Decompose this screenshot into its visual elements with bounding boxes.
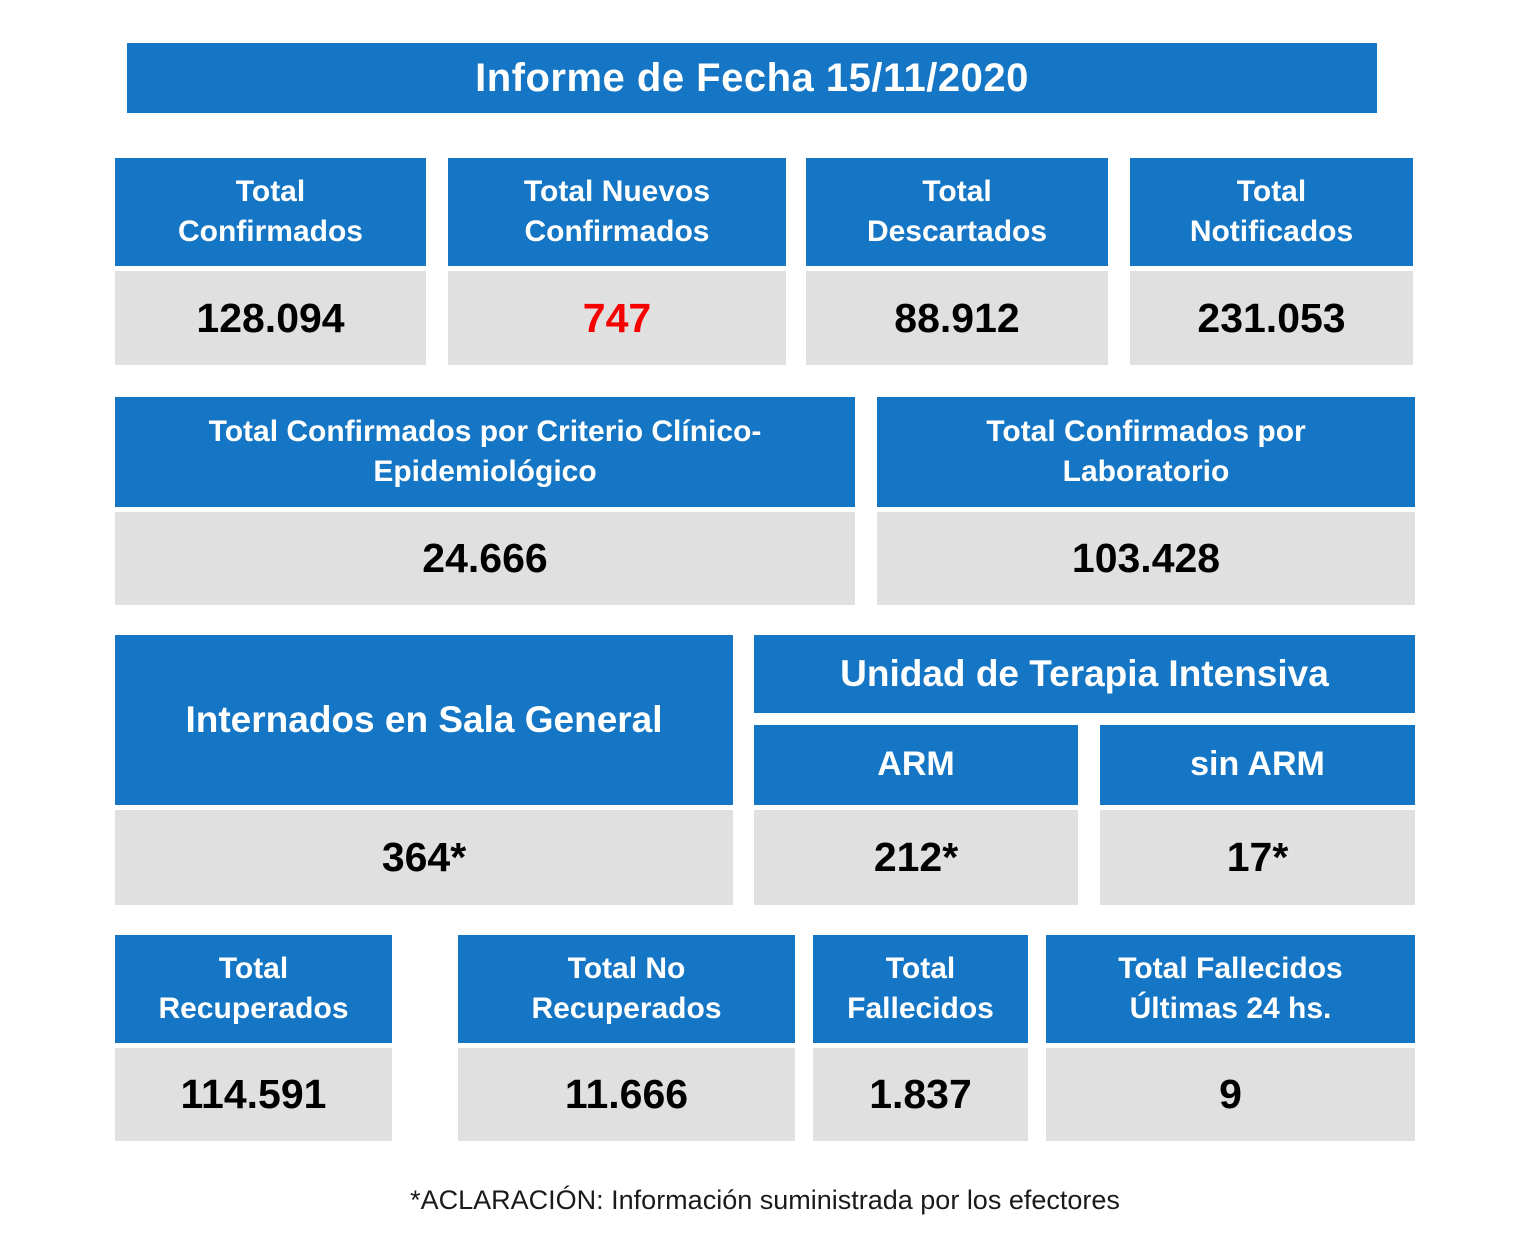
value-total-nuevos-confirmados: 747	[448, 271, 786, 365]
hospitalization-row: Internados en Sala General 364* Unidad d…	[115, 635, 1415, 905]
criteria-row: Total Confirmados por Criterio Clínico- …	[115, 397, 1415, 605]
card-header-total-descartados: Total Descartados	[806, 158, 1108, 266]
card-label: Total Confirmados por Criterio Clínico- …	[208, 415, 762, 488]
value-laboratorio: 103.428	[877, 512, 1415, 605]
card-uti-sin-arm: sin ARM 17*	[1100, 725, 1415, 905]
value-clinico-epidemiologico: 24.666	[115, 512, 855, 605]
value-total-fallecidos: 1.837	[813, 1048, 1028, 1141]
footer-note: *ACLARACIÓN: Información suministrada po…	[410, 1185, 1120, 1215]
card-label: Total No Recuperados	[531, 952, 722, 1025]
card-label: Total Confirmados por Laboratorio	[986, 415, 1306, 488]
card-header-clinico-epidemiologico: Total Confirmados por Criterio Clínico- …	[115, 397, 855, 507]
uti-section: Unidad de Terapia Intensiva ARM 212* sin…	[754, 635, 1415, 905]
summary-row: Total Confirmados 128.094 Total Nuevos C…	[115, 158, 1415, 365]
card-label: Internados en Sala General	[185, 699, 663, 741]
value-total-no-recuperados: 11.666	[458, 1048, 795, 1141]
card-label: Total Notificados	[1189, 175, 1354, 248]
card-label: Total Confirmados	[177, 175, 363, 248]
card-header-total-fallecidos: Total Fallecidos	[813, 935, 1028, 1043]
card-total-no-recuperados: Total No Recuperados 11.666	[458, 935, 795, 1141]
card-label: sin ARM	[1190, 745, 1325, 784]
value-total-descartados: 88.912	[806, 271, 1108, 365]
card-total-recuperados: Total Recuperados 114.591	[115, 935, 392, 1141]
uti-subrow: ARM 212* sin ARM 17*	[754, 725, 1415, 905]
card-confirmados-laboratorio: Total Confirmados por Laboratorio 103.42…	[877, 397, 1415, 605]
card-header-total-nuevos-confirmados: Total Nuevos Confirmados	[448, 158, 786, 266]
value-total-confirmados: 128.094	[115, 271, 426, 365]
card-internados-sala-general: Internados en Sala General 364*	[115, 635, 733, 905]
card-header-fallecidos-24hs: Total Fallecidos Últimas 24 hs.	[1046, 935, 1415, 1043]
card-header-arm: ARM	[754, 725, 1078, 805]
value-sin-arm: 17*	[1100, 810, 1415, 905]
value-arm: 212*	[754, 810, 1078, 905]
value-total-recuperados: 114.591	[115, 1048, 392, 1141]
value-internados-sala-general: 364*	[115, 810, 733, 905]
report-title-bar: Informe de Fecha 15/11/2020	[127, 43, 1377, 113]
card-header-sin-arm: sin ARM	[1100, 725, 1415, 805]
card-total-confirmados: Total Confirmados 128.094	[115, 158, 426, 365]
card-header-total-confirmados: Total Confirmados	[115, 158, 426, 266]
value-total-notificados: 231.053	[1130, 271, 1413, 365]
card-header-total-notificados: Total Notificados	[1130, 158, 1413, 266]
outcomes-row: Total Recuperados 114.591 Total No Recup…	[115, 935, 1415, 1141]
card-label: Unidad de Terapia Intensiva	[840, 653, 1329, 695]
card-uti-arm: ARM 212*	[754, 725, 1078, 905]
card-label: Total Fallecidos	[847, 952, 994, 1025]
card-label: Total Recuperados	[158, 952, 349, 1025]
card-label: ARM	[877, 745, 955, 784]
card-header-laboratorio: Total Confirmados por Laboratorio	[877, 397, 1415, 507]
card-fallecidos-24hs: Total Fallecidos Últimas 24 hs. 9	[1046, 935, 1415, 1141]
card-total-descartados: Total Descartados 88.912	[806, 158, 1108, 365]
uti-section-header: Unidad de Terapia Intensiva	[754, 635, 1415, 713]
card-total-nuevos-confirmados: Total Nuevos Confirmados 747	[448, 158, 786, 365]
card-header-total-recuperados: Total Recuperados	[115, 935, 392, 1043]
card-total-notificados: Total Notificados 231.053	[1130, 158, 1413, 365]
card-label: Total Fallecidos Últimas 24 hs.	[1118, 952, 1343, 1025]
card-header-internados-sala-general: Internados en Sala General	[115, 635, 733, 805]
card-confirmados-clinico-epidemiologico: Total Confirmados por Criterio Clínico- …	[115, 397, 855, 605]
card-label: Total Nuevos Confirmados	[523, 175, 711, 248]
report-title: Informe de Fecha 15/11/2020	[475, 55, 1029, 100]
card-header-total-no-recuperados: Total No Recuperados	[458, 935, 795, 1043]
card-total-fallecidos: Total Fallecidos 1.837	[813, 935, 1028, 1141]
card-label: Total Descartados	[866, 175, 1048, 248]
value-fallecidos-24hs: 9	[1046, 1048, 1415, 1141]
